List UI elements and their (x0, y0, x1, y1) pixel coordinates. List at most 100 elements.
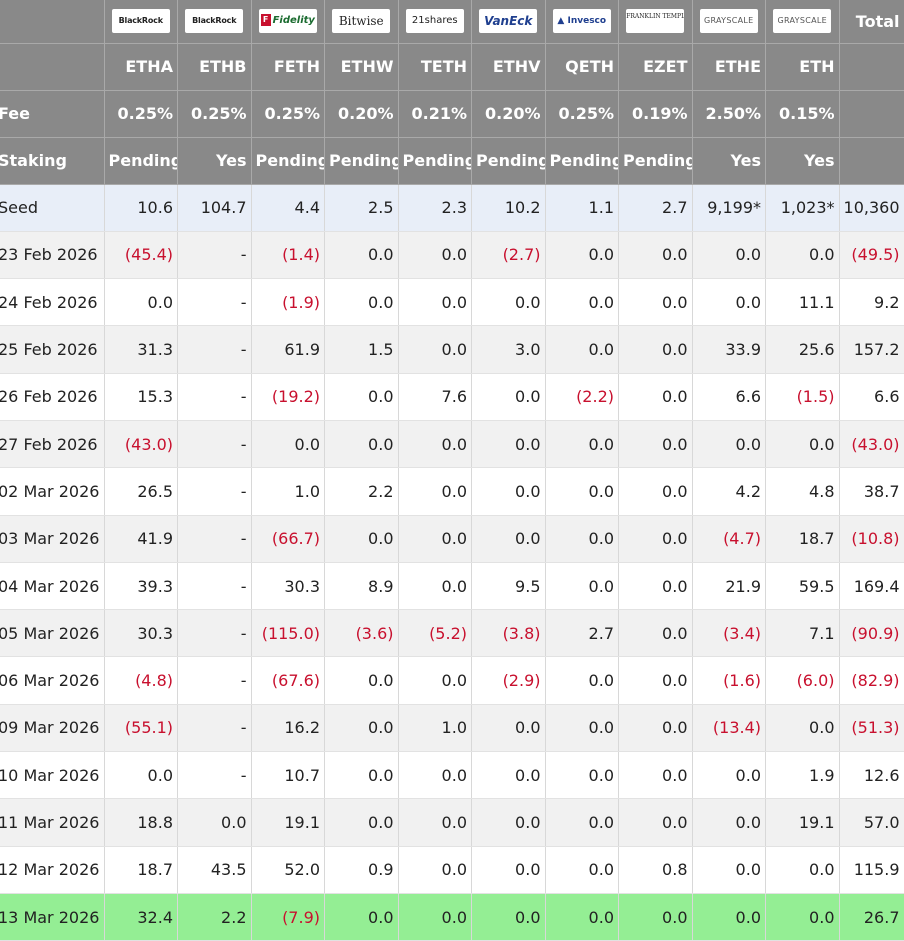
table-header: BlackRock BlackRock F Fidelity Bitwise 21… (0, 0, 904, 185)
flow-cell: 0.0 (692, 846, 766, 894)
flow-cell: 0.0 (324, 704, 399, 753)
flow-cell: (2.7) (471, 231, 546, 280)
flow-cell: 0.0 (618, 656, 693, 705)
row-date-label: 09 Mar 2026 (0, 704, 105, 753)
flow-cell: 0.0 (471, 751, 546, 800)
flow-cell: 0.0 (765, 420, 840, 469)
flow-cell: 7.1 (765, 609, 840, 658)
corner-cell (0, 0, 105, 44)
flow-cell: 0.0 (765, 846, 840, 894)
ticker-row: ETHA ETHB FETH ETHW TETH ETHV QETH EZET … (0, 43, 904, 91)
seed-row: Seed 10.6 104.7 4.4 2.5 2.3 10.2 1.1 2.7 9,199* 1,… (0, 184, 904, 232)
flow-cell: 0.0 (398, 467, 472, 516)
flow-cell: 16.2 (251, 704, 325, 753)
flow-cell: 21.9 (692, 562, 766, 611)
flow-cell: 0.0 (398, 562, 472, 611)
issuer-logo-cell: ▲ Invesco (545, 0, 619, 44)
grayscale-logo-icon: GRAYSCALE (773, 9, 832, 34)
flow-cell: 0.0 (324, 231, 399, 280)
flow-cell: 0.0 (398, 656, 472, 705)
row-total-cell: (82.9) (839, 656, 904, 705)
flow-cell: - (177, 278, 252, 327)
flow-cell: 10.7 (251, 751, 325, 800)
flow-cell: 33.9 (692, 325, 766, 374)
ticker-cell: ETHV (471, 43, 546, 91)
flow-cell: 52.0 (251, 846, 325, 894)
flow-cell: 0.0 (765, 231, 840, 280)
ticker-cell: ETHW (324, 43, 399, 91)
flow-cell: (45.4) (104, 231, 178, 280)
fee-cell: 0.25% (545, 90, 619, 138)
table-row: 12 Mar 2026 18.7 43.5 52.0 0.9 0.0 0.0 0.0 0.8 0.… (0, 846, 904, 894)
ticker-cell: ETHB (177, 43, 252, 91)
flow-cell: 9.5 (471, 562, 546, 611)
flow-cell: 6.6 (692, 373, 766, 421)
row-total-cell: 10,360 (839, 184, 904, 232)
flow-cell: - (177, 325, 252, 374)
row-total-cell: (43.0) (839, 420, 904, 469)
row-total-cell: 157.2 (839, 325, 904, 374)
ticker-cell: TETH (398, 43, 472, 91)
flow-cell: 0.0 (471, 704, 546, 753)
flow-cell: - (177, 373, 252, 421)
fee-cell: 0.25% (104, 90, 178, 138)
flow-cell: - (177, 656, 252, 705)
flow-cell: 0.0 (692, 751, 766, 800)
flow-cell: (43.0) (104, 420, 178, 469)
flow-cell: 0.0 (545, 420, 619, 469)
flow-cell: 0.0 (618, 893, 693, 941)
flow-cell: - (177, 751, 252, 800)
flow-cell: 2.7 (618, 184, 693, 232)
flow-cell: 59.5 (765, 562, 840, 611)
row-total-cell: 6.6 (839, 373, 904, 421)
issuer-logo-cell: FRANKLIN TEMPLETON (618, 0, 693, 44)
flow-cell: (1.9) (251, 278, 325, 327)
flow-cell: (55.1) (104, 704, 178, 753)
flow-cell: 0.0 (545, 515, 619, 563)
fee-row-label: Fee (0, 90, 105, 138)
fee-cell: 0.20% (471, 90, 546, 138)
issuer-logo-cell: GRAYSCALE (765, 0, 840, 44)
flow-cell: 18.7 (104, 846, 178, 894)
flow-cell: (19.2) (251, 373, 325, 421)
table-row: 11 Mar 2026 18.8 0.0 19.1 0.0 0.0 0.0 0.0 0.0 0.0… (0, 798, 904, 847)
staking-cell: Pending (618, 137, 693, 185)
flow-cell: 15.3 (104, 373, 178, 421)
flow-cell: 0.0 (692, 420, 766, 469)
flow-cell: 0.0 (692, 798, 766, 847)
flow-cell: 0.0 (251, 420, 325, 469)
flow-cell: 30.3 (251, 562, 325, 611)
staking-cell: Yes (692, 137, 766, 185)
row-total-cell: (90.9) (839, 609, 904, 658)
table-row: 04 Mar 2026 39.3-30.3 8.9 0.0 9.5 0.0 0.0 21.9 5… (0, 562, 904, 611)
bitwise-logo-icon: Bitwise (332, 9, 391, 34)
flow-cell: 1.5 (324, 325, 399, 374)
table-row: 25 Feb 2026 31.3-61.9 1.5 0.0 3.0 0.0 0.0 33.9 2… (0, 325, 904, 374)
issuer-logo-cell: VanEck (471, 0, 546, 44)
flow-cell: 41.9 (104, 515, 178, 563)
fee-cell: 2.50% (692, 90, 766, 138)
flow-cell: 0.0 (765, 704, 840, 753)
flow-cell: - (177, 467, 252, 516)
ticker-cell: EZET (618, 43, 693, 91)
flow-cell: 0.0 (618, 704, 693, 753)
ticker-cell: QETH (545, 43, 619, 91)
flow-cell: 1.1 (545, 184, 619, 232)
issuer-logo-cell: Bitwise (324, 0, 399, 44)
flow-cell: 1.0 (398, 704, 472, 753)
flow-cell: 0.0 (618, 798, 693, 847)
flow-cell: 0.0 (545, 278, 619, 327)
flow-cell: 0.0 (618, 420, 693, 469)
row-date-label: 27 Feb 2026 (0, 420, 105, 469)
flow-cell: 9,199* (692, 184, 766, 232)
row-total-cell: (10.8) (839, 515, 904, 563)
flow-cell: 0.0 (471, 798, 546, 847)
blackrock-logo-icon: BlackRock (111, 9, 170, 34)
flow-cell: 0.0 (618, 609, 693, 658)
row-date-label: 23 Feb 2026 (0, 231, 105, 280)
staking-row: Staking Pending Yes Pending Pending Pend… (0, 137, 904, 185)
row-total-cell: 57.0 (839, 798, 904, 847)
flow-cell: 0.0 (324, 893, 399, 941)
fee-cell: 0.15% (765, 90, 840, 138)
